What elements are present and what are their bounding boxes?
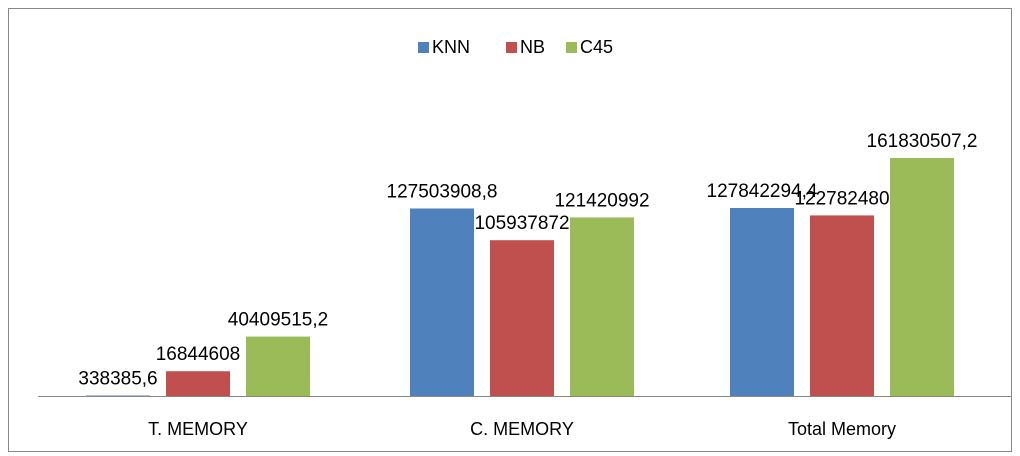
- x-tick-label: Total Memory: [788, 419, 896, 439]
- data-label: 161830507,2: [867, 131, 978, 152]
- bar: [246, 336, 310, 396]
- bar: [570, 217, 634, 396]
- data-label: 40409515,2: [228, 310, 328, 331]
- x-tick-label: T. MEMORY: [148, 419, 248, 439]
- bar: [166, 371, 230, 396]
- data-label: 338385,6: [78, 369, 157, 390]
- legend-swatch: [506, 42, 517, 53]
- bar: [810, 215, 874, 396]
- legend-label: KNN: [432, 37, 470, 57]
- legend-swatch: [566, 42, 577, 53]
- legend-swatch: [418, 42, 429, 53]
- x-tick-label: C. MEMORY: [470, 419, 574, 439]
- legend-label: NB: [520, 37, 545, 57]
- data-label: 105937872: [474, 213, 569, 234]
- legend-label: C45: [580, 37, 613, 57]
- bar: [490, 240, 554, 396]
- data-label: 127842294,4: [707, 181, 818, 202]
- data-label: 16844608: [156, 344, 241, 365]
- bar: [890, 158, 954, 396]
- data-label: 127503908,8: [387, 181, 498, 202]
- bar: [730, 207, 794, 396]
- bar: [410, 208, 474, 396]
- data-label: 121420992: [554, 190, 649, 211]
- data-label: 122782480: [794, 188, 889, 209]
